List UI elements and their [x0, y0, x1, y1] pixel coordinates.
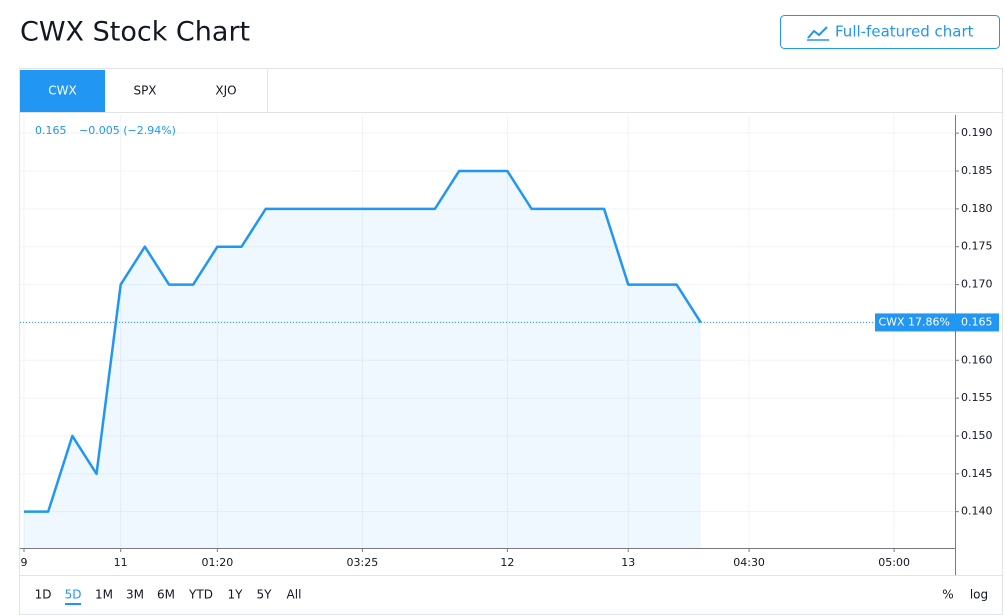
x-tick-label: 11	[114, 556, 128, 569]
x-tick-label: 03:25	[347, 556, 379, 569]
price-label-value: 0.165	[961, 315, 993, 328]
y-tick-label: 0.190	[961, 126, 993, 139]
full-chart-button[interactable]	[780, 15, 1000, 49]
y-tick-label: 0.140	[961, 505, 993, 518]
x-tick-label: 05:00	[878, 556, 910, 569]
y-tick-label: 0.185	[961, 164, 993, 177]
tab-label[interactable]: CWX	[48, 84, 76, 98]
range-button[interactable]: 1Y	[228, 588, 244, 602]
range-button[interactable]: 3M	[126, 588, 144, 602]
y-tick-label: 0.150	[961, 429, 993, 442]
area	[24, 171, 701, 548]
legend-change: −0.005 (−2.94%)	[79, 124, 176, 137]
range-button[interactable]: 1D	[35, 588, 52, 602]
x-tick-label: 01:20	[202, 556, 234, 569]
scale-button[interactable]: log	[970, 588, 988, 602]
button-label[interactable]: Full-featured chart	[835, 23, 974, 41]
scale-button[interactable]: %	[942, 588, 953, 602]
y-tick-label: 0.145	[961, 467, 993, 480]
legend-last: 0.165	[35, 124, 67, 137]
y-tick-label: 0.175	[961, 240, 993, 253]
range-button[interactable]: YTD	[188, 588, 213, 602]
x-tick-label: 04:30	[733, 556, 765, 569]
x-tick-label: 12	[500, 556, 514, 569]
tab[interactable]	[20, 70, 105, 112]
tab-label[interactable]: SPX	[133, 84, 156, 98]
button-icon	[807, 26, 828, 39]
price-label-name: CWX 17.86%	[878, 315, 950, 328]
range-button[interactable]: 1M	[95, 588, 113, 602]
price-line	[24, 169, 702, 513]
page-title: CWX Stock Chart	[20, 17, 250, 48]
tab[interactable]	[185, 70, 267, 112]
range-button[interactable]: All	[287, 588, 302, 602]
y-tick-label: 0.155	[961, 391, 993, 404]
x-tick-label: 13	[621, 556, 635, 569]
y-tick-label: 0.160	[961, 353, 993, 366]
price-label-box	[875, 313, 999, 332]
range-button[interactable]: 5D	[65, 588, 82, 602]
widget	[19, 68, 1003, 615]
x-tick-label: 9	[21, 556, 28, 569]
range-button[interactable]: 6M	[157, 588, 175, 602]
tab[interactable]	[105, 70, 185, 112]
y-tick-label: 0.170	[961, 278, 993, 291]
y-tick-label: 0.180	[961, 202, 993, 215]
tab-label[interactable]: XJO	[215, 84, 236, 98]
range-button[interactable]: 5Y	[257, 588, 273, 602]
